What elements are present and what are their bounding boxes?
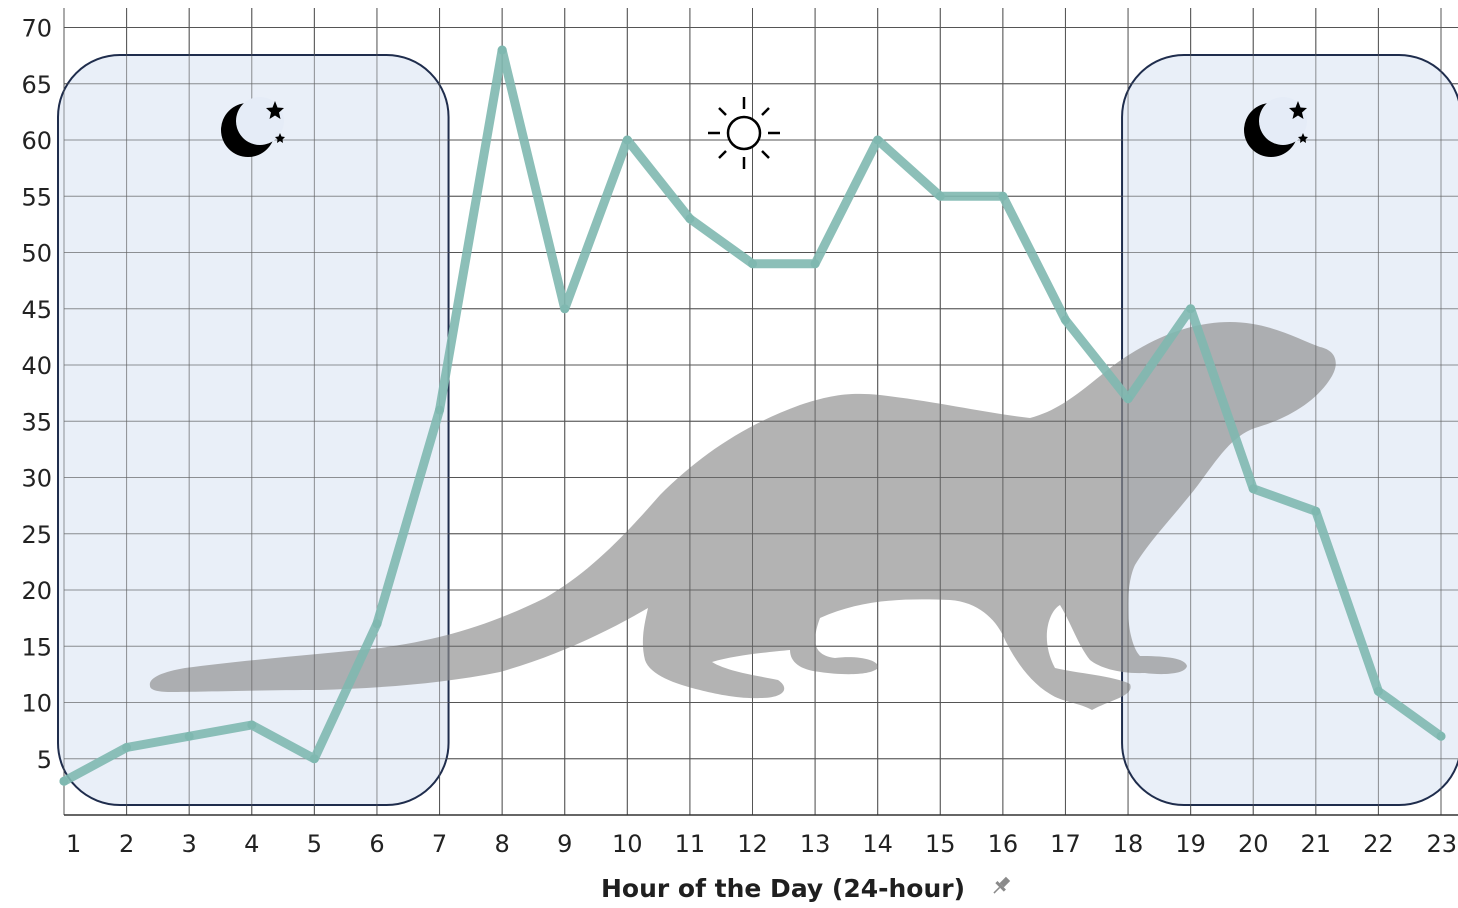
x-tick-label: 19 — [1175, 830, 1206, 858]
y-tick-label: 30 — [21, 465, 52, 493]
x-tick-label: 18 — [1113, 830, 1144, 858]
y-tick-label: 5 — [37, 746, 52, 774]
x-tick-label: 6 — [369, 830, 384, 858]
pin-icon — [993, 876, 1011, 894]
y-tick-label: 55 — [21, 183, 52, 211]
data-point — [560, 304, 570, 314]
data-point — [748, 259, 757, 269]
x-tick-label: 16 — [988, 830, 1019, 858]
night-region — [57, 54, 450, 806]
y-tick-label: 20 — [21, 577, 52, 605]
y-tick-label: 15 — [21, 633, 52, 661]
y-tick-label: 45 — [21, 296, 52, 324]
moon-stars-icon — [1244, 97, 1308, 157]
sun-icon — [708, 97, 780, 169]
x-tick-label: 5 — [307, 830, 322, 858]
data-point — [998, 191, 1008, 201]
y-tick-label: 70 — [21, 15, 52, 43]
data-point — [1248, 484, 1258, 494]
data-point — [685, 214, 695, 224]
x-tick-label: 9 — [557, 830, 572, 858]
data-point — [309, 754, 319, 764]
data-point — [1123, 394, 1133, 404]
x-tick-label: 12 — [737, 830, 768, 858]
series — [59, 45, 1446, 786]
x-tick-labels: 1 2 3 4 5 6 7 8 9 10 11 12 13 14 15 16 17 18 19 20 21 22 23 — [66, 830, 1457, 858]
y-tick-label: 25 — [21, 521, 52, 549]
x-tick-label: 4 — [244, 830, 259, 858]
data-point — [247, 720, 257, 730]
x-tick-label: 13 — [800, 830, 831, 858]
x-tick-label: 8 — [494, 830, 509, 858]
data-point — [935, 191, 945, 201]
y-tick-label: 35 — [21, 408, 52, 436]
data-point — [810, 259, 820, 269]
data-point — [59, 776, 69, 786]
data-point — [184, 731, 194, 741]
x-tick-label: 11 — [675, 830, 706, 858]
night-regions — [57, 54, 1458, 806]
x-tick-label: 14 — [862, 830, 893, 858]
data-point — [372, 619, 382, 629]
y-tick-label: 10 — [21, 690, 52, 718]
data-point — [1060, 315, 1070, 325]
y-tick-label: 60 — [21, 127, 52, 155]
data-point — [1436, 731, 1446, 741]
data-point — [1186, 304, 1196, 314]
x-tick-label: 21 — [1301, 830, 1332, 858]
x-tick-label: 23 — [1426, 830, 1457, 858]
otter-silhouette — [149, 322, 1336, 710]
data-point — [1373, 686, 1383, 696]
x-tick-label: 10 — [612, 830, 643, 858]
data-point — [873, 135, 883, 145]
icons — [221, 97, 1308, 169]
x-tick-label: 7 — [432, 830, 447, 858]
data-point — [122, 743, 132, 752]
x-tick-label: 1 — [66, 830, 81, 858]
x-tick-label: 22 — [1363, 830, 1394, 858]
moon-stars-icon — [221, 97, 285, 157]
x-tick-label: 15 — [925, 830, 956, 858]
x-tick-label: 3 — [182, 830, 197, 858]
data-point — [622, 135, 632, 145]
data-point — [435, 405, 445, 415]
y-tick-label: 40 — [21, 352, 52, 380]
x-tick-label: 2 — [119, 830, 134, 858]
data-point — [1311, 506, 1321, 516]
x-axis-label: Hour of the Day (24-hour) — [601, 874, 965, 903]
y-tick-labels: 5 10 15 20 25 30 35 40 45 50 55 60 65 70 — [21, 15, 52, 774]
y-tick-label: 50 — [21, 240, 52, 268]
data-point — [497, 45, 507, 55]
x-tick-label: 17 — [1050, 830, 1081, 858]
x-tick-label: 20 — [1238, 830, 1269, 858]
y-tick-label: 65 — [21, 71, 52, 99]
